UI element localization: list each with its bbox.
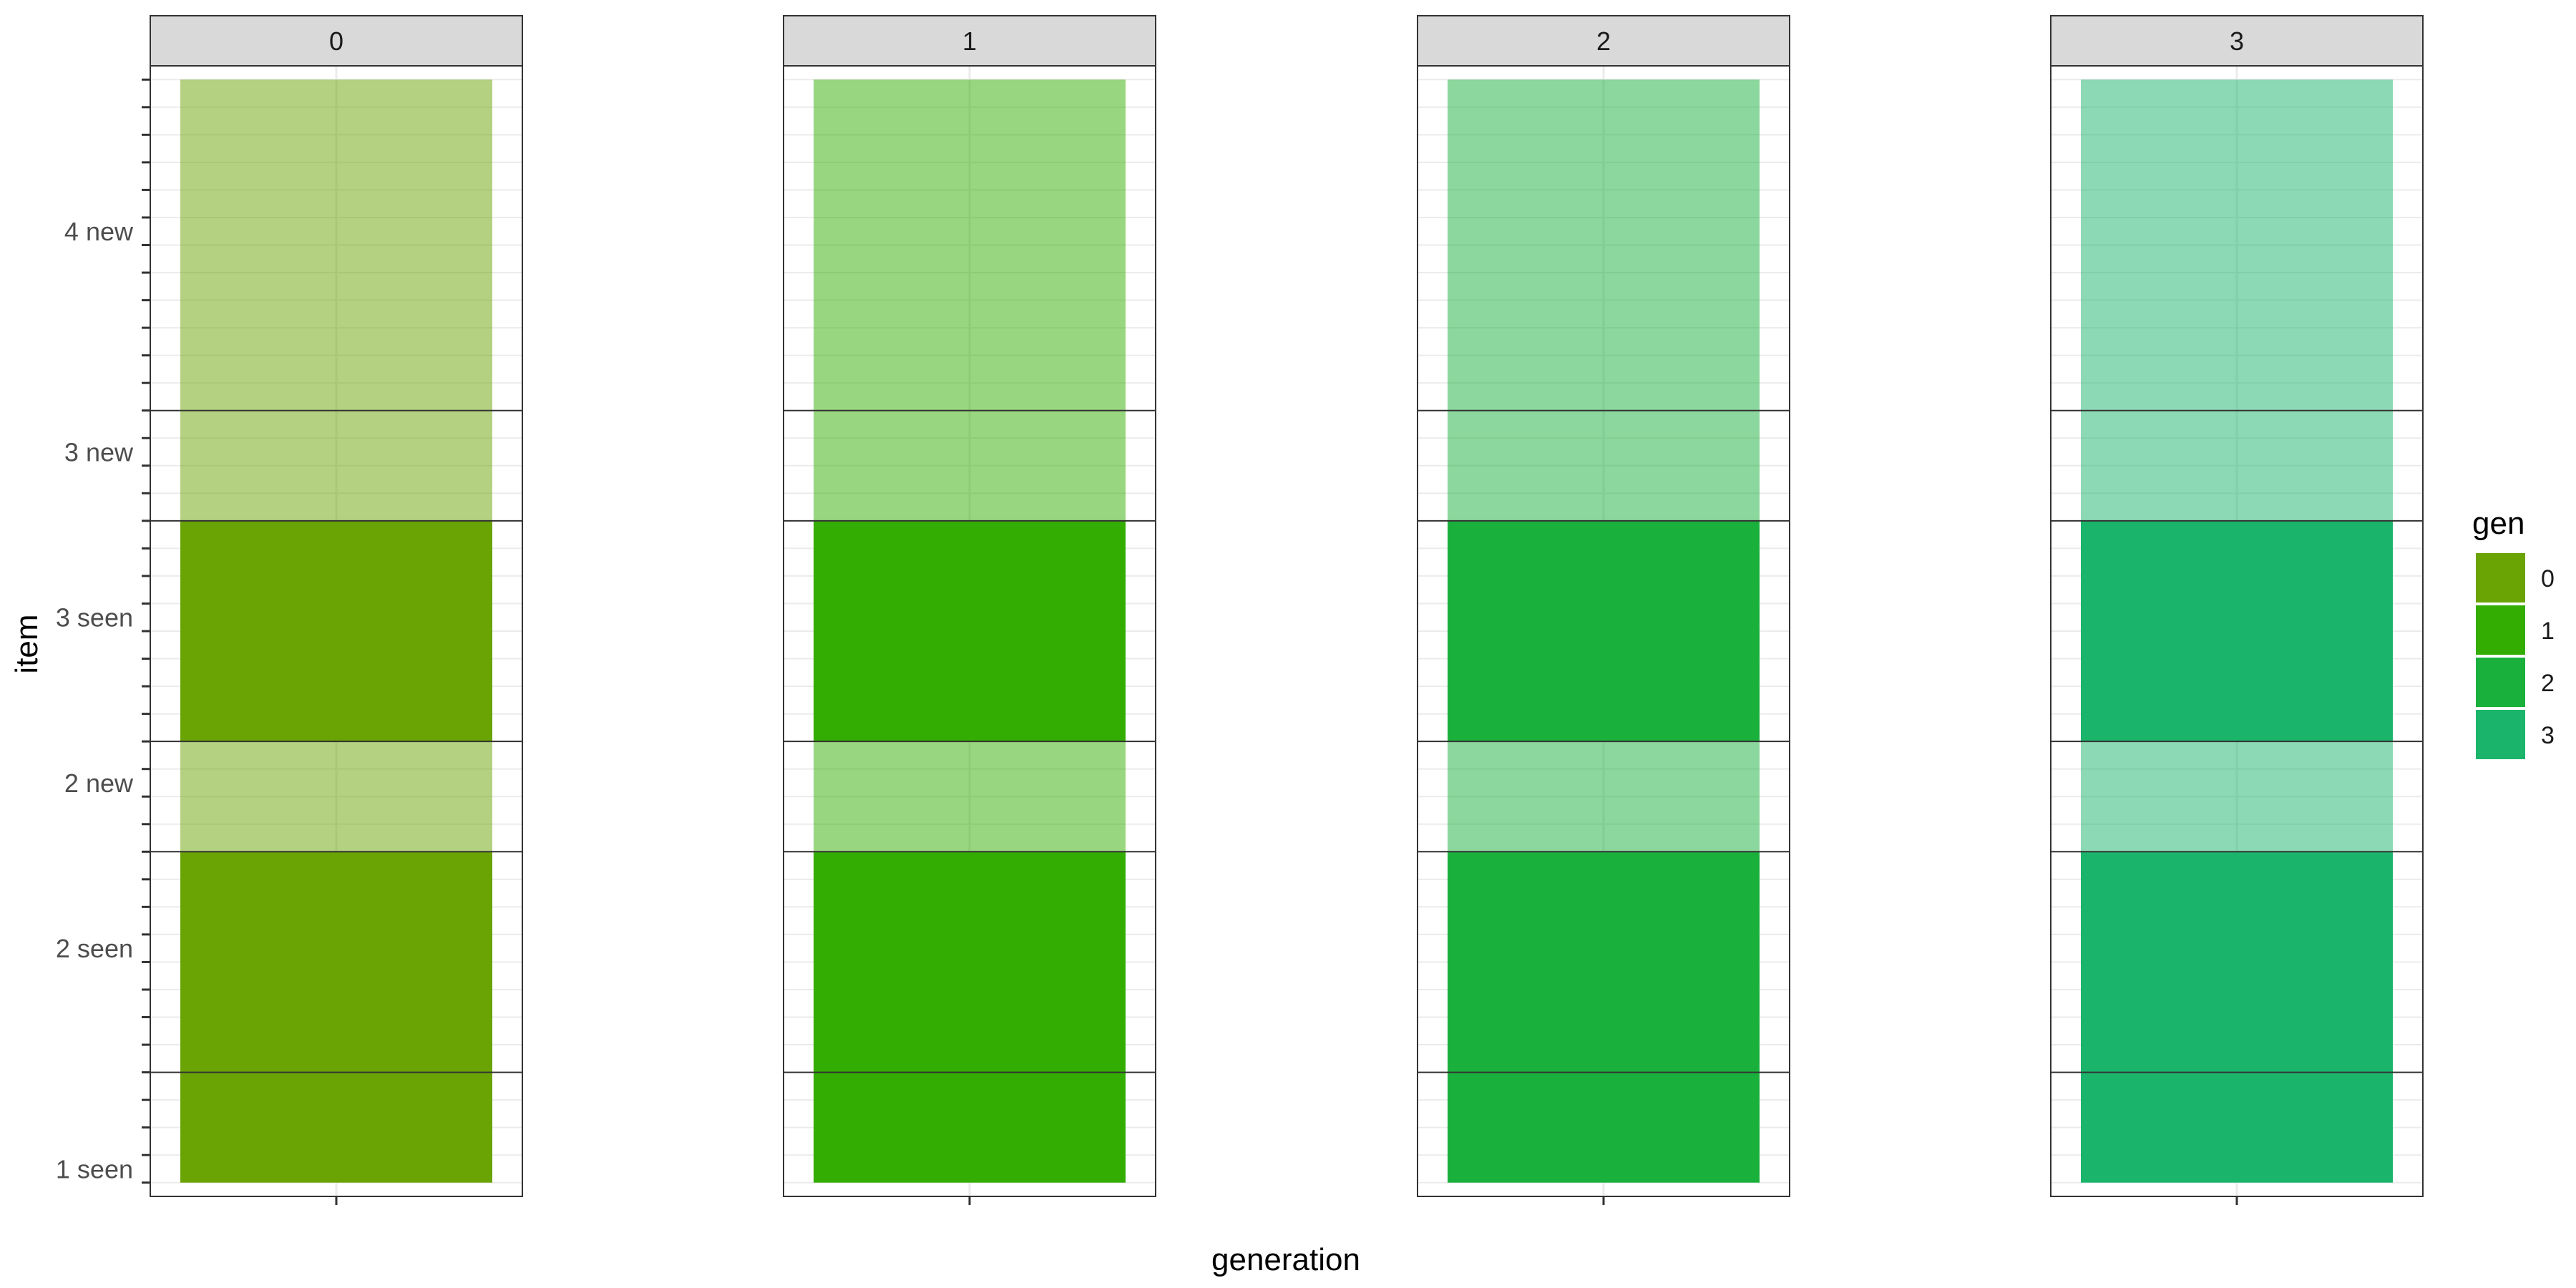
facet-panels: 0 1 2 3: [150, 15, 2424, 1205]
facet-strip: [783, 15, 1156, 67]
facet-strip-label: 3: [2230, 26, 2244, 56]
bar-segment: [1448, 741, 1760, 852]
x-axis-title: generation: [1211, 1242, 1360, 1277]
bar-segment: [180, 852, 492, 1073]
bar-segment: [1448, 520, 1760, 742]
bar-segment: [2081, 410, 2393, 521]
y-tick-label: 3 seen: [56, 603, 133, 633]
bar-segment: [814, 1072, 1126, 1183]
legend-label: 2: [2541, 670, 2555, 697]
y-tick-label: 3 new: [64, 438, 134, 467]
facet-strip: [150, 15, 523, 67]
bar-segment: [2081, 1072, 2393, 1183]
facet-panel-3: 3: [2050, 15, 2424, 1205]
bar-segment: [180, 410, 492, 521]
y-tick-label: 2 new: [64, 769, 134, 798]
facet-strip-label: 2: [1596, 26, 1611, 56]
bar-segment: [180, 520, 492, 742]
bar-segment: [2081, 520, 2393, 742]
facet-strip: [1417, 15, 1790, 67]
bar-segment: [180, 741, 492, 852]
legend-key: [2474, 656, 2527, 708]
legend: gen 0 1 2 3: [2472, 506, 2555, 761]
legend-label: 1: [2541, 618, 2555, 645]
bar-segment: [1448, 410, 1760, 521]
facet-panel-2: 2: [1417, 15, 1790, 1205]
y-axis-title: item: [9, 614, 44, 673]
facet-strip-label: 0: [329, 26, 343, 56]
legend-key: [2474, 708, 2527, 761]
facet-strip-label: 1: [962, 26, 977, 56]
bar-segment: [1448, 79, 1760, 411]
legend-title: gen: [2472, 506, 2524, 541]
bar-segment: [180, 79, 492, 411]
legend-key: [2474, 552, 2527, 604]
bar-segment: [180, 1072, 492, 1183]
bar-segment: [2081, 79, 2393, 411]
y-tick-label: 1 seen: [56, 1154, 133, 1184]
y-axis: 1 seen 2 seen 2 new 3 seen 3 new 4 new: [56, 78, 150, 1184]
bar-segment: [814, 520, 1126, 742]
bar-segment: [2081, 852, 2393, 1073]
legend-key: [2474, 604, 2527, 656]
bar-segment: [814, 741, 1126, 852]
bar-segment: [1448, 1072, 1760, 1183]
facet-panel-0: 0: [150, 15, 523, 1205]
bar-segment: [814, 410, 1126, 521]
y-tick-label: 2 seen: [56, 934, 133, 963]
facet-panel-1: 1: [783, 15, 1156, 1205]
bar-segment: [814, 79, 1126, 411]
bar-segment: [2081, 741, 2393, 852]
bar-segment: [814, 852, 1126, 1073]
legend-label: 0: [2541, 565, 2555, 592]
bar-segment: [1448, 852, 1760, 1073]
y-tick-label: 4 new: [64, 217, 134, 246]
legend-label: 3: [2541, 722, 2555, 749]
